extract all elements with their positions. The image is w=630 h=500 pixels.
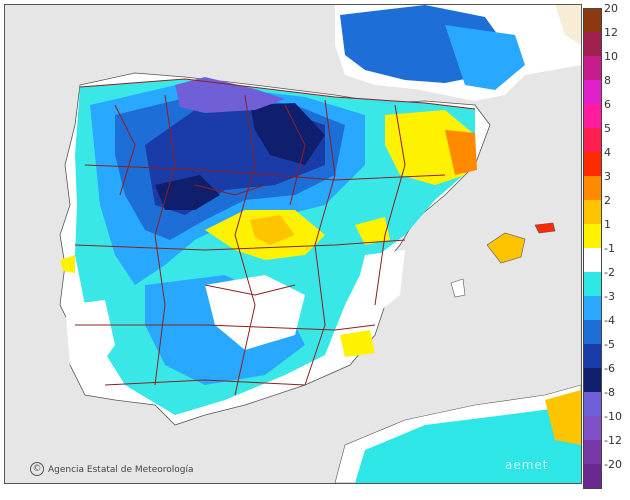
- legend-entry: -2: [583, 266, 630, 296]
- anomaly-white-east: [355, 250, 405, 315]
- legend-swatch: [583, 320, 602, 344]
- legend-label: -3: [604, 290, 615, 303]
- legend-swatch: [583, 8, 602, 33]
- legend-entry: 6: [583, 98, 630, 128]
- anomaly-orange-ne: [445, 130, 477, 175]
- legend-entry: -10: [583, 410, 630, 440]
- anomaly-blue-6: [155, 175, 220, 210]
- legend-swatch: [583, 344, 602, 368]
- corner-beige: [555, 5, 581, 45]
- anomaly-yellow-east: [355, 217, 390, 245]
- legend-entry: -6: [583, 362, 630, 392]
- africa-cyan: [355, 405, 581, 483]
- legend-label: -4: [604, 314, 615, 327]
- legend-entry: -5: [583, 338, 630, 368]
- legend-entry: -1: [583, 242, 630, 272]
- color-legend: 20 12 10 8 6 5 4 3 2 1 -1 -2 -3 -4 -5 -6 -8 -10 -12 -20: [583, 2, 630, 489]
- credit-logo-icon: ©: [30, 462, 44, 476]
- legend-swatch: [583, 392, 602, 416]
- legend-label: 3: [604, 170, 611, 183]
- legend-entry: 3: [583, 170, 630, 200]
- anomaly-white-south: [205, 275, 305, 350]
- anomaly-yellow-ne: [385, 110, 475, 185]
- legend-label: 20: [604, 2, 618, 15]
- legend-swatch: [583, 128, 602, 152]
- legend-entry: -20: [583, 458, 630, 489]
- anomaly-yellow-se: [340, 330, 375, 357]
- legend-label: 8: [604, 74, 611, 87]
- legend-entry: 5: [583, 122, 630, 152]
- anomaly-blue-6b: [250, 103, 325, 165]
- france-cyan: [445, 25, 525, 90]
- legend-swatch: [583, 32, 602, 56]
- africa-yellow: [545, 390, 581, 445]
- legend-entry: -3: [583, 290, 630, 320]
- legend-swatch: [583, 224, 602, 248]
- legend-entry: -12: [583, 434, 630, 464]
- legend-label: 4: [604, 146, 611, 159]
- ibiza: [450, 278, 466, 298]
- legend-swatch: [583, 464, 602, 489]
- legend-label: -12: [604, 434, 622, 447]
- watermark: aemet: [505, 458, 549, 472]
- legend-label: -10: [604, 410, 622, 423]
- legend-label: -1: [604, 242, 615, 255]
- legend-label: 2: [604, 194, 611, 207]
- legend-label: 10: [604, 50, 618, 63]
- anomaly-purple: [175, 77, 285, 113]
- menorca: [534, 222, 556, 234]
- legend-label: 1: [604, 218, 611, 231]
- legend-swatch: [583, 80, 602, 104]
- legend-label: -6: [604, 362, 615, 375]
- legend-swatch: [583, 200, 602, 224]
- legend-swatch: [583, 56, 602, 80]
- legend-swatch: [583, 152, 602, 176]
- legend-entry: 12: [583, 26, 630, 56]
- legend-swatch: [583, 296, 602, 320]
- mallorca: [486, 232, 526, 264]
- legend-entry: 2: [583, 194, 630, 224]
- anomaly-yellow-sw: [60, 255, 75, 273]
- legend-swatch: [583, 416, 602, 440]
- province-borders: [74, 78, 476, 396]
- legend-label: -5: [604, 338, 615, 351]
- legend-entry: 8: [583, 74, 630, 104]
- legend-label: -8: [604, 386, 615, 399]
- legend-label: -20: [604, 458, 622, 471]
- legend-entry: -4: [583, 314, 630, 344]
- legend-swatch: [583, 248, 602, 272]
- map-svg: [5, 5, 581, 483]
- legend-label: 12: [604, 26, 618, 39]
- legend-label: 6: [604, 98, 611, 111]
- legend-swatch: [583, 440, 602, 464]
- legend-entry: 10: [583, 50, 630, 80]
- legend-label: -2: [604, 266, 615, 279]
- legend-swatch: [583, 176, 602, 200]
- credit-text: Agencia Estatal de Meteorología: [48, 465, 194, 475]
- legend-entry: -8: [583, 386, 630, 416]
- anomaly-white-southwest: [65, 300, 115, 380]
- legend-label: 5: [604, 122, 611, 135]
- legend-swatch: [583, 104, 602, 128]
- legend-swatch: [583, 368, 602, 392]
- anomaly-map: [4, 4, 582, 484]
- anomaly-orange-centre: [250, 215, 295, 245]
- legend-swatch: [583, 272, 602, 296]
- legend-entry: 4: [583, 146, 630, 176]
- legend-entry: 1: [583, 218, 630, 248]
- legend-entry: 20: [583, 2, 630, 33]
